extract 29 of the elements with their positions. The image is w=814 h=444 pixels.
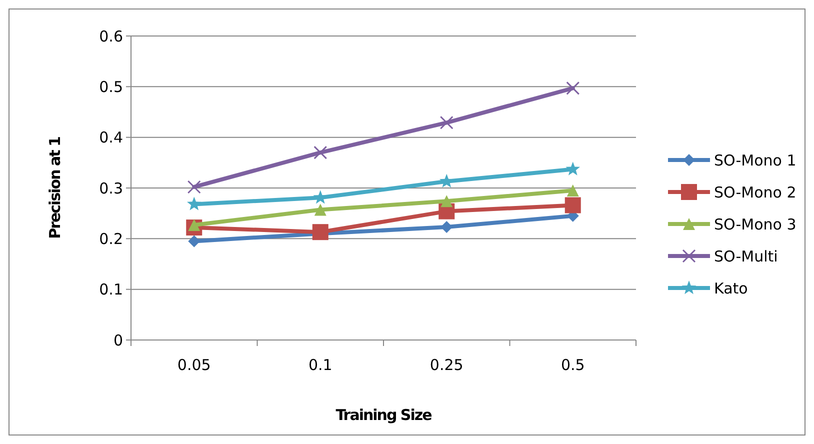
point <box>566 81 580 95</box>
point <box>187 180 201 194</box>
legend-label: SO-Multi <box>714 247 778 266</box>
y-tick-label: 0.6 <box>99 27 123 46</box>
y-tick-label: 0 <box>113 331 123 350</box>
x-tick-label: 0.5 <box>560 356 585 374</box>
y-tick-label: 0.1 <box>99 280 123 299</box>
y-tick-label: 0.2 <box>99 230 123 248</box>
point <box>440 195 453 208</box>
legend-label: SO-Mono 2 <box>714 183 796 202</box>
x-tick-label: 0.25 <box>430 356 464 374</box>
legend-label: Kato <box>714 279 748 298</box>
point <box>312 224 328 240</box>
legend-label: SO-Mono 3 <box>714 215 796 234</box>
point <box>314 204 326 216</box>
legend-label: SO-Mono 1 <box>714 151 796 170</box>
point <box>566 184 579 197</box>
y-axis-title: Precision at 1 <box>46 136 64 239</box>
y-tick-label: 0.3 <box>99 179 123 198</box>
point <box>564 197 581 214</box>
y-tick-label: 0.5 <box>99 78 123 96</box>
point <box>314 146 328 160</box>
point <box>566 162 580 176</box>
point <box>186 196 202 210</box>
y-tick-label: 0.4 <box>99 128 123 147</box>
x-tick-label: 0.1 <box>308 356 332 374</box>
x-axis-title: Training Size <box>336 406 432 424</box>
x-tick-label: 0.05 <box>177 356 211 374</box>
point <box>440 116 454 130</box>
